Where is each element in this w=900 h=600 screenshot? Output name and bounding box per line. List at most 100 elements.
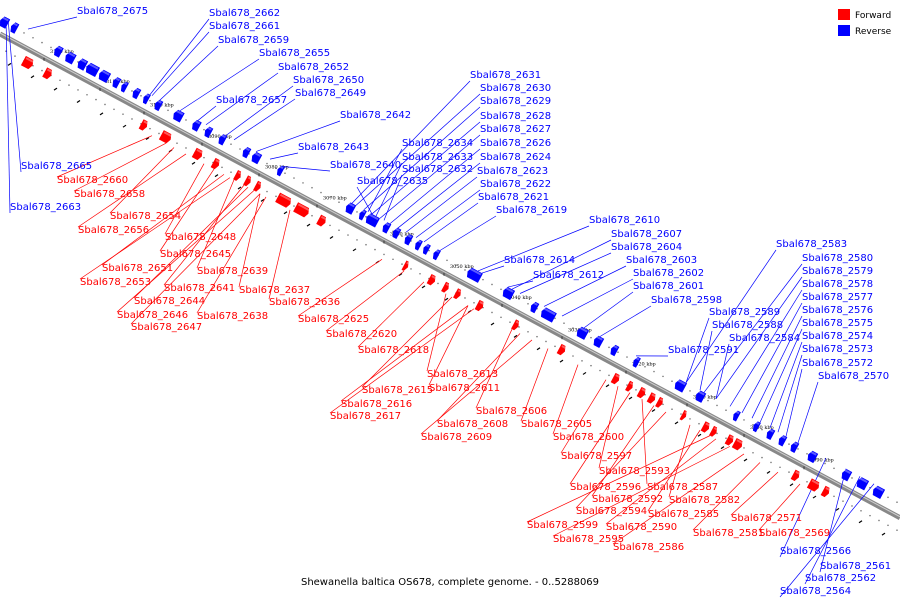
reverse-gene: [345, 202, 357, 215]
forward-gene: [233, 169, 242, 181]
reverse-row-dot: [293, 177, 295, 179]
forward-row-dot: [221, 166, 223, 169]
reverse-gene-label: Sbal678_2621: [478, 192, 549, 203]
forward-leader-line: [420, 339, 533, 435]
reverse-leader-line: [225, 85, 294, 136]
forward-row-dot: [770, 461, 772, 464]
outer-tick-mark: [605, 384, 610, 388]
reverse-row-dot: [41, 41, 43, 44]
genome-backbone: [0, 31, 900, 520]
forward-row-dot: [464, 297, 466, 299]
outer-tick-mark: [191, 161, 196, 165]
forward-row-dot: [383, 253, 385, 256]
reverse-row-dot: [446, 259, 448, 262]
gene-shine: [215, 159, 220, 163]
tick: 3040 kbp: [501, 295, 532, 308]
reverse-row-dot: [761, 428, 763, 431]
reverse-row-dot: [230, 143, 232, 145]
reverse-gene-label: Sbal678_2603: [626, 255, 697, 266]
forward-row-dot: [725, 437, 727, 440]
reverse-gene-label: Sbal678_2665: [21, 161, 92, 172]
reverse-gene: [807, 450, 819, 464]
reverse-gene-label: Sbal678_2629: [480, 96, 551, 107]
forward-gene: [316, 214, 327, 227]
reverse-row-dot: [788, 443, 790, 445]
reverse-leader-line: [5, 17, 11, 214]
reverse-gene-label: Sbal678_2626: [480, 138, 551, 149]
forward-leader-line: [475, 329, 513, 409]
outer-tick-mark: [743, 458, 748, 462]
reverse-leader-line: [779, 457, 827, 558]
reverse-gene: [365, 213, 380, 228]
tick-label: 3020 kbp: [632, 362, 656, 368]
forward-row-dot: [752, 451, 754, 454]
outer-tick-mark: [260, 198, 265, 202]
gene-shine: [80, 58, 87, 64]
reverse-gene-label: Sbal678_2624: [480, 152, 551, 163]
reverse-gene: [85, 62, 100, 78]
reverse-leader-line: [751, 315, 803, 419]
outer-tick-mark: [444, 297, 449, 301]
gene-shine: [735, 410, 740, 415]
outer-tick-mark: [352, 248, 357, 252]
forward-gene: [610, 372, 620, 385]
tick: 3000 kbp: [743, 425, 774, 438]
forward-gene-label: Sbal678_2582: [669, 495, 740, 506]
gene-shine: [196, 149, 203, 154]
reverse-leader-line: [804, 476, 861, 585]
reverse-leader-line: [439, 215, 497, 251]
reverse-gene: [466, 267, 483, 283]
forward-gene: [401, 260, 410, 271]
forward-row-dot: [761, 456, 763, 459]
gene-shine: [615, 374, 620, 378]
gene-shape: [276, 165, 285, 177]
reverse-gene: [540, 307, 557, 323]
reverse-row-dot: [239, 148, 241, 150]
forward-row-dot: [896, 529, 898, 531]
forward-gene-label: Sbal678_2653: [80, 277, 151, 288]
reverse-leader-line: [159, 45, 219, 101]
forward-gene: [158, 130, 172, 144]
gene-shape: [20, 55, 34, 70]
forward-leader-line: [196, 196, 267, 314]
gene-shine: [407, 234, 412, 239]
reverse-leader-line: [233, 98, 296, 141]
forward-leader-line: [560, 379, 607, 454]
forward-row-dot: [176, 142, 178, 144]
forward-row-dot: [149, 127, 151, 130]
forward-row-dot: [95, 98, 97, 101]
forward-row-dot: [716, 432, 718, 435]
forward-gene-label: Sbal678_2647: [131, 322, 202, 333]
reverse-row-dot: [554, 317, 556, 320]
forward-row-dot: [338, 229, 340, 232]
gene-shape: [192, 119, 202, 132]
gene-shine: [385, 222, 390, 227]
outer-tick-mark: [30, 75, 35, 79]
reverse-gene: [251, 151, 263, 165]
reverse-leader-line: [779, 483, 875, 598]
legend-reverse-swatch: [838, 25, 850, 36]
reverse-row-dot: [500, 288, 502, 291]
gene-shine: [515, 320, 520, 324]
reverse-gene: [432, 249, 441, 261]
reverse-row-dot: [455, 264, 457, 266]
gene-shape: [112, 77, 122, 89]
gene-shine: [811, 479, 820, 486]
reverse-gene-label: Sbal678_2591: [668, 345, 739, 356]
reverse-gene: [218, 134, 228, 146]
forward-gene-label: Sbal678_2581: [693, 528, 764, 539]
gene-shine: [533, 302, 538, 306]
forward-row-dot: [743, 447, 745, 449]
forward-gene-label: Sbal678_2611: [429, 383, 500, 394]
gene-shine: [596, 336, 603, 341]
reverse-leader-line: [777, 354, 803, 433]
forward-gene-label: Sbal678_2609: [421, 432, 492, 443]
forward-row-dot: [698, 422, 700, 425]
gene-shine: [297, 203, 310, 211]
gene-shine: [769, 428, 774, 433]
gene-shine: [844, 469, 851, 474]
gene-shape: [556, 343, 566, 356]
reverse-gene-label: Sbal678_2588: [712, 320, 783, 331]
forward-row-dot: [158, 132, 160, 135]
forward-row-dot: [131, 118, 133, 120]
